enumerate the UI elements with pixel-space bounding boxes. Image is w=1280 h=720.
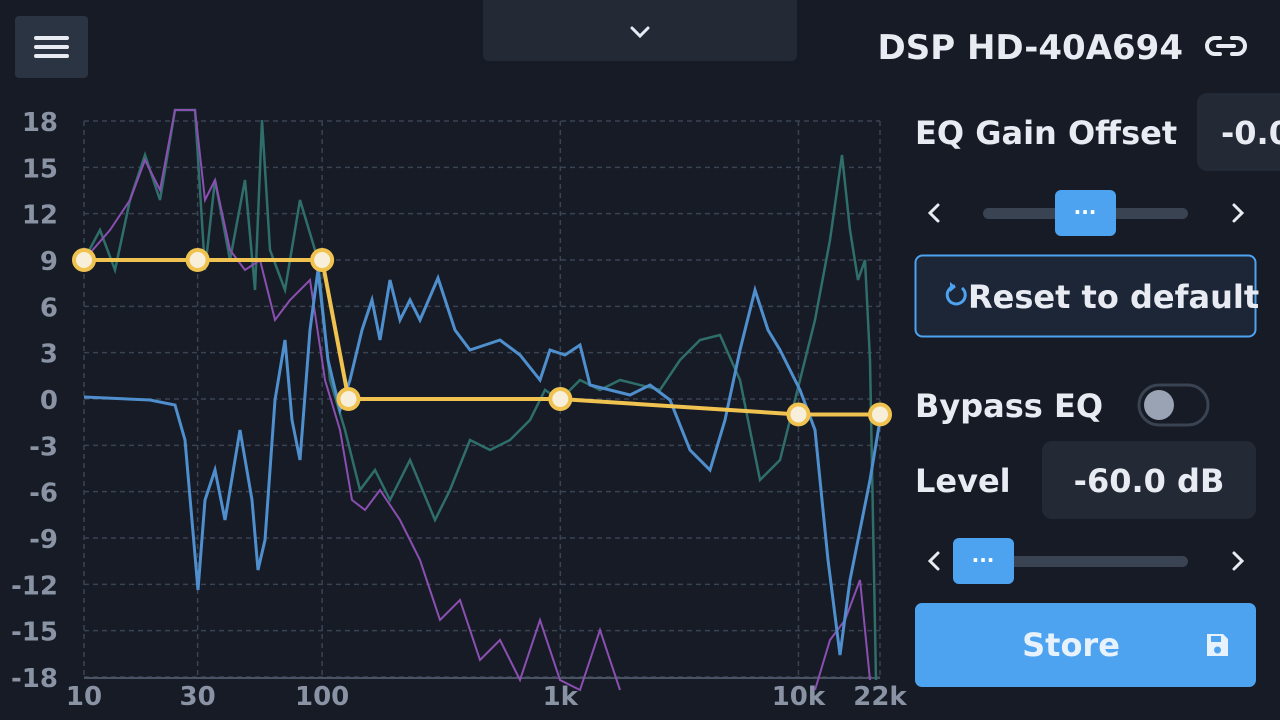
- y-tick-label: -6: [29, 479, 58, 509]
- eq-gain-offset-value: -0.0: [1221, 114, 1280, 152]
- y-tick-label: 6: [40, 293, 58, 323]
- menu-button[interactable]: [15, 16, 88, 78]
- x-tick-label: 10: [66, 682, 102, 712]
- bypass-toggle[interactable]: [1137, 383, 1210, 427]
- measurement-teal: [82, 108, 878, 681]
- device-title: DSP HD-40A694: [878, 28, 1184, 68]
- y-tick-label: -15: [11, 618, 58, 648]
- level-label: Level: [915, 462, 1011, 500]
- eq-point: [72, 248, 96, 272]
- eq-point: [185, 248, 210, 272]
- store-button[interactable]: Store: [915, 603, 1256, 687]
- svg-text:···: ···: [1074, 200, 1097, 224]
- y-tick-label: -9: [29, 525, 58, 555]
- reset-button[interactable]: Reset to default: [914, 254, 1260, 338]
- y-tick-label: 18: [22, 108, 58, 138]
- y-tick-label: 9: [40, 247, 58, 277]
- level-value: -60.0 dB: [1074, 462, 1225, 500]
- store-label: Store: [1022, 626, 1120, 664]
- bypass-label: Bypass EQ: [915, 387, 1103, 425]
- y-tick-label: -3: [29, 432, 58, 462]
- gain-slider[interactable]: ···: [927, 190, 1245, 236]
- eq-gain-offset-label: EQ Gain Offset: [915, 114, 1177, 152]
- y-tick-label: 0: [40, 386, 58, 416]
- y-tick-label: 15: [22, 154, 58, 184]
- eq-curve: [72, 248, 892, 427]
- level-slider[interactable]: ···: [927, 538, 1245, 584]
- svg-text:···: ···: [972, 548, 995, 572]
- eq-point: [786, 402, 811, 427]
- eq-line: [84, 258, 880, 417]
- x-tick-label: 10k: [772, 682, 826, 712]
- x-tick-label: 100: [295, 682, 349, 712]
- y-tick-label: 12: [22, 201, 58, 231]
- eq-point: [310, 248, 335, 272]
- level-input[interactable]: [1042, 441, 1256, 519]
- link-icon[interactable]: [1205, 36, 1247, 56]
- measurement-blue: [83, 269, 882, 656]
- eq-point: [868, 402, 892, 427]
- eq-point: [548, 387, 573, 411]
- reset-label: Reset to default: [968, 278, 1259, 316]
- eq-point: [336, 387, 361, 411]
- x-tick-label: 30: [180, 682, 216, 712]
- dropdown-tab[interactable]: [483, 0, 797, 61]
- x-tick-label: 22k: [853, 682, 907, 712]
- y-tick-label: -12: [11, 571, 58, 601]
- y-tick-label: 3: [40, 340, 58, 370]
- eq-gain-offset-input[interactable]: [1197, 93, 1280, 171]
- y-tick-label: -18: [11, 664, 58, 694]
